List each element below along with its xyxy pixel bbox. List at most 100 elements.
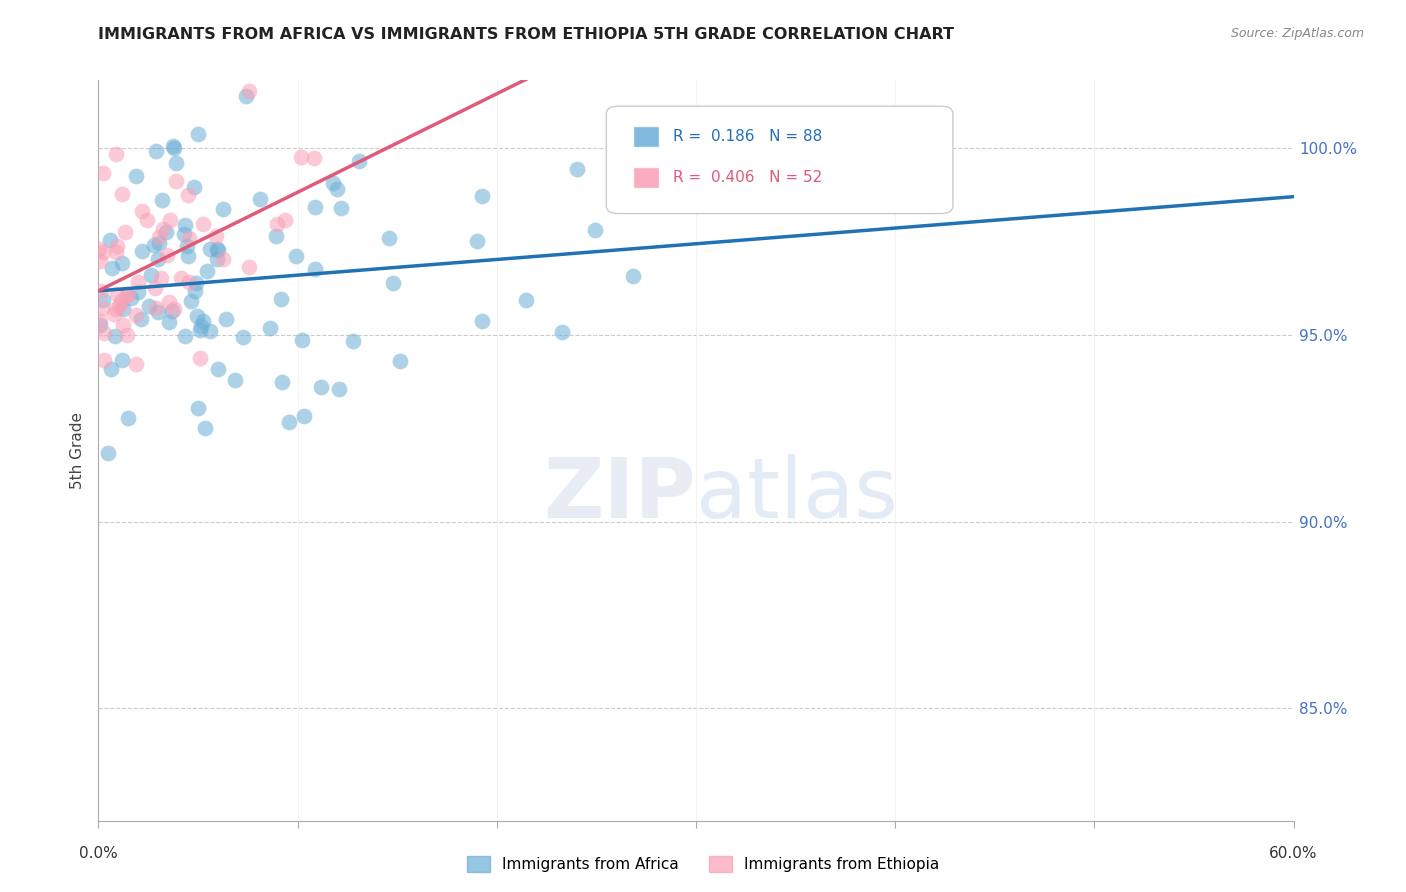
Point xyxy=(274,212,297,227)
Point xyxy=(117,411,139,425)
Point xyxy=(115,289,138,303)
Point xyxy=(235,89,257,103)
Point xyxy=(162,139,184,153)
Point xyxy=(124,357,146,371)
Point xyxy=(583,223,606,237)
Point xyxy=(471,314,494,328)
Point xyxy=(91,166,114,180)
Point xyxy=(148,230,170,244)
Point xyxy=(249,192,271,206)
Point xyxy=(131,204,153,219)
Point xyxy=(389,354,412,368)
Point xyxy=(111,352,134,367)
Point xyxy=(155,225,177,239)
Point xyxy=(188,323,211,337)
Point xyxy=(292,409,315,423)
Point xyxy=(145,301,167,315)
Point xyxy=(148,252,170,266)
Point xyxy=(329,201,352,215)
Point xyxy=(89,318,111,332)
Point xyxy=(148,236,170,251)
Point xyxy=(165,156,187,170)
Point xyxy=(173,218,195,232)
Point xyxy=(290,150,312,164)
Point xyxy=(186,309,208,323)
Point xyxy=(142,238,165,252)
Point xyxy=(177,249,200,263)
Point xyxy=(105,147,128,161)
Point xyxy=(104,329,127,343)
Point xyxy=(183,180,205,194)
Point xyxy=(173,227,195,242)
Point xyxy=(110,294,132,309)
Text: R =  0.186   N = 88: R = 0.186 N = 88 xyxy=(673,129,823,144)
Point xyxy=(103,307,125,321)
Point xyxy=(165,174,187,188)
Point xyxy=(187,401,209,416)
Text: 0.0%: 0.0% xyxy=(79,846,118,861)
Point xyxy=(184,276,207,290)
Point xyxy=(211,202,233,216)
Text: atlas: atlas xyxy=(696,454,897,535)
Point xyxy=(231,329,253,343)
Point xyxy=(342,334,364,349)
Point xyxy=(266,217,288,231)
Point xyxy=(98,234,121,248)
Point xyxy=(150,194,173,208)
Point xyxy=(145,144,167,158)
Point xyxy=(156,248,179,262)
Point xyxy=(623,268,645,283)
Point xyxy=(465,234,488,248)
Point xyxy=(90,285,112,299)
Point xyxy=(93,293,115,307)
Point xyxy=(193,217,215,231)
Point xyxy=(309,379,332,393)
Point xyxy=(381,277,404,291)
Point xyxy=(170,270,193,285)
Point xyxy=(264,228,287,243)
Point xyxy=(238,260,260,274)
Text: Source: ZipAtlas.com: Source: ZipAtlas.com xyxy=(1230,27,1364,40)
Point xyxy=(176,239,198,253)
Point xyxy=(207,252,229,266)
Point xyxy=(157,294,180,309)
Point xyxy=(127,275,149,289)
Point xyxy=(347,153,370,168)
Legend: Immigrants from Africa, Immigrants from Ethiopia: Immigrants from Africa, Immigrants from … xyxy=(458,848,948,880)
Point xyxy=(117,328,139,343)
Point xyxy=(238,85,260,99)
Point xyxy=(291,334,314,348)
Text: ZIP: ZIP xyxy=(544,454,696,535)
Point xyxy=(125,169,148,184)
Point xyxy=(135,213,157,227)
Point xyxy=(89,243,111,257)
Point xyxy=(157,315,180,329)
Point xyxy=(326,182,349,196)
Point xyxy=(551,325,574,339)
Point xyxy=(93,352,115,367)
Point xyxy=(163,301,186,316)
Point xyxy=(160,303,183,318)
Point xyxy=(204,229,226,244)
Point xyxy=(567,162,589,177)
Point xyxy=(207,362,229,376)
Point xyxy=(198,324,221,338)
Text: IMMIGRANTS FROM AFRICA VS IMMIGRANTS FROM ETHIOPIA 5TH GRADE CORRELATION CHART: IMMIGRANTS FROM AFRICA VS IMMIGRANTS FRO… xyxy=(98,27,955,42)
Point xyxy=(152,222,174,236)
Point xyxy=(212,252,235,266)
Point xyxy=(111,187,134,202)
Point xyxy=(163,141,186,155)
Point xyxy=(105,287,128,301)
Point xyxy=(696,164,718,178)
Text: 60.0%: 60.0% xyxy=(1270,846,1317,861)
Point xyxy=(304,151,326,165)
Point xyxy=(89,314,111,328)
FancyBboxPatch shape xyxy=(606,106,953,213)
Point xyxy=(322,176,344,190)
Point xyxy=(117,287,139,301)
Point xyxy=(304,262,326,277)
Point xyxy=(224,373,246,387)
Point xyxy=(177,231,200,245)
Point xyxy=(97,445,120,459)
Point xyxy=(131,244,153,258)
